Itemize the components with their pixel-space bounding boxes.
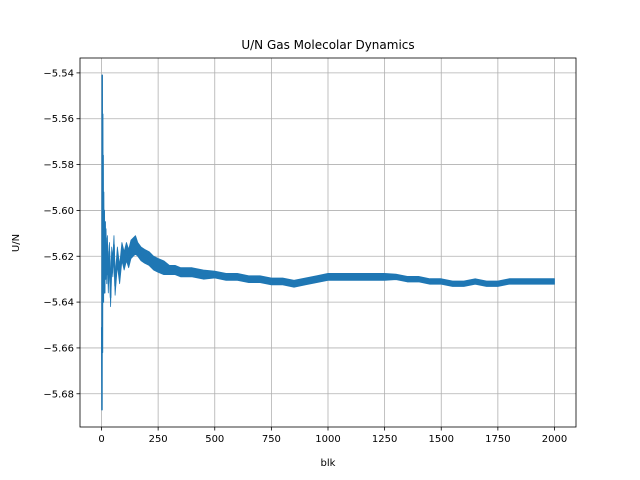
y-tick-label: −5.60 xyxy=(43,206,74,217)
y-tick-label: −5.66 xyxy=(43,343,74,354)
series-layer xyxy=(100,74,555,411)
chart-title: U/N Gas Molecolar Dynamics xyxy=(241,38,414,52)
x-tick-label: 500 xyxy=(205,434,224,445)
ticks: 0 250 500 750 1000 1250 1500 1750 2000 −5.68 −5.66… xyxy=(43,68,567,445)
x-tick-label: 250 xyxy=(149,434,168,445)
x-axis-label: blk xyxy=(321,458,336,469)
grid xyxy=(80,58,576,427)
x-tick-label: 1250 xyxy=(372,434,397,445)
x-tick-label: 750 xyxy=(262,434,281,445)
x-tick-label: 0 xyxy=(98,434,104,445)
y-tick-label: −5.56 xyxy=(43,114,74,125)
y-tick-label: −5.54 xyxy=(43,68,74,79)
x-tick-label: 1000 xyxy=(315,434,340,445)
x-tick-label: 1750 xyxy=(485,434,510,445)
y-tick-label: −5.64 xyxy=(43,298,74,309)
y-tick-label: −5.62 xyxy=(43,252,74,263)
series-line xyxy=(100,74,555,411)
x-tick-label: 2000 xyxy=(542,434,567,445)
y-axis-label: U/N xyxy=(11,234,22,252)
x-tick-label: 1500 xyxy=(429,434,454,445)
y-tick-label: −5.68 xyxy=(43,389,74,400)
y-tick-label: −5.58 xyxy=(43,160,74,171)
